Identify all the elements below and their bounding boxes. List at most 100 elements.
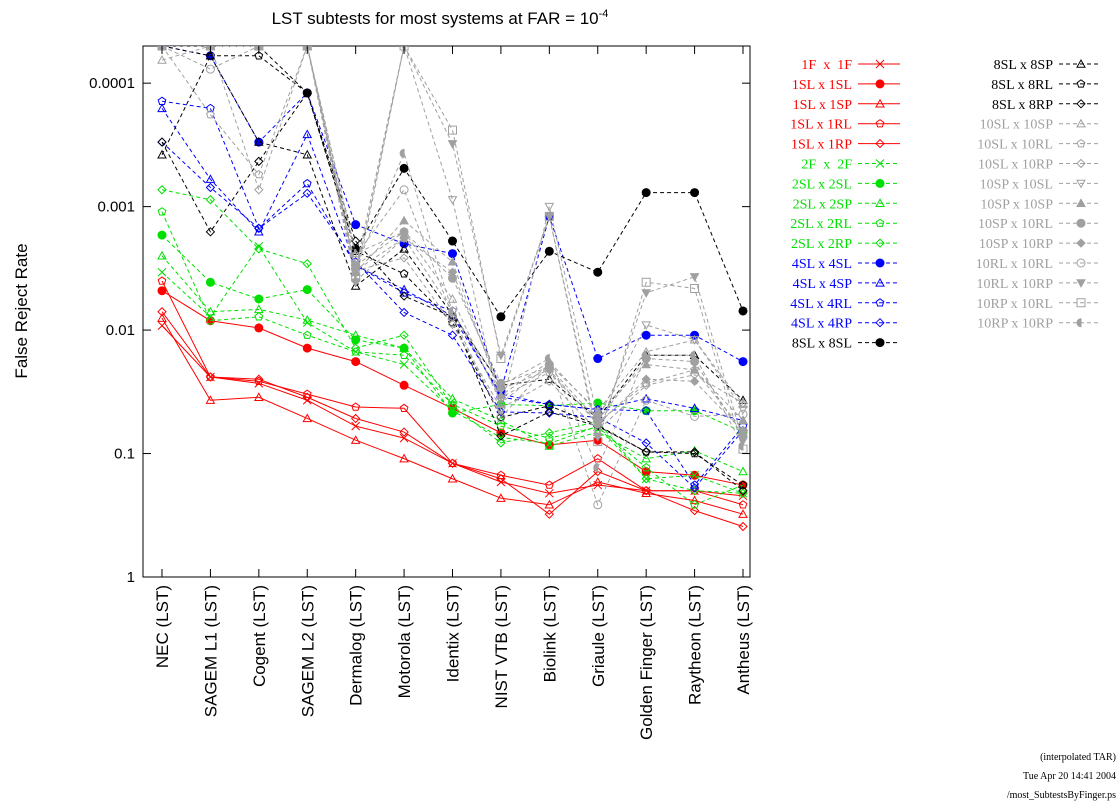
marker <box>496 474 506 484</box>
marker <box>496 421 506 430</box>
marker <box>302 315 313 324</box>
y-tick-label: 1 <box>127 569 135 586</box>
marker <box>875 98 885 108</box>
marker <box>875 138 885 149</box>
marker <box>544 212 555 222</box>
legend-label: 10SP x 10SL <box>980 177 1053 192</box>
marker <box>302 129 313 139</box>
marker <box>738 480 748 489</box>
marker <box>641 289 652 298</box>
x-tick-label: Cogent (LST) <box>250 585 269 687</box>
marker <box>157 313 167 322</box>
marker <box>689 403 700 412</box>
series-line <box>161 46 744 412</box>
chart-title: LST subtests for most systems at FAR = 1… <box>272 8 609 28</box>
marker <box>447 256 458 266</box>
marker <box>738 415 748 425</box>
marker <box>399 163 409 173</box>
marker <box>254 51 264 60</box>
marker <box>350 236 361 246</box>
marker <box>206 316 215 325</box>
marker <box>641 447 651 456</box>
footer-note: /most_SubtestsByFinger.ps <box>1007 790 1116 801</box>
marker <box>496 407 506 416</box>
marker <box>399 380 409 390</box>
marker <box>254 223 264 234</box>
marker <box>689 376 700 387</box>
marker <box>302 88 312 98</box>
marker <box>875 317 885 328</box>
x-tick-label: Griaule (LST) <box>589 585 608 687</box>
series-line <box>162 46 744 421</box>
legend-label: 4SL x 4SL <box>792 257 852 272</box>
marker <box>350 281 361 290</box>
marker <box>302 343 312 353</box>
marker <box>690 283 700 293</box>
marker <box>1076 118 1086 128</box>
marker <box>205 277 215 287</box>
legend-label: 10SP x 10RL <box>978 217 1053 232</box>
marker <box>1076 298 1086 308</box>
marker <box>399 215 409 225</box>
marker <box>738 405 748 415</box>
marker <box>350 435 361 444</box>
marker <box>592 476 603 486</box>
marker <box>641 350 647 360</box>
marker <box>738 500 748 509</box>
marker <box>399 350 409 360</box>
marker <box>738 466 748 476</box>
x-tick-label: Raytheon (LST) <box>686 585 705 705</box>
marker <box>875 119 885 128</box>
marker <box>690 470 699 480</box>
marker <box>690 448 699 458</box>
marker <box>738 441 744 451</box>
legend-label: 4SL x 4RL <box>790 297 852 312</box>
marker <box>875 178 885 188</box>
marker <box>254 374 264 384</box>
marker <box>738 491 748 501</box>
marker <box>447 473 458 483</box>
legend-label: 10RL x 10RL <box>976 257 1053 272</box>
marker <box>157 46 163 51</box>
marker <box>157 276 167 285</box>
marker <box>447 319 458 330</box>
marker <box>544 488 554 498</box>
marker <box>254 312 264 321</box>
y-tick-label: 0.001 <box>97 199 135 216</box>
marker <box>544 376 555 387</box>
marker <box>399 360 409 369</box>
y-axis-label: False Reject Rate <box>12 243 31 378</box>
marker <box>350 343 361 353</box>
marker <box>205 46 211 51</box>
marker <box>641 374 651 384</box>
marker <box>205 227 216 237</box>
marker <box>1076 218 1086 228</box>
series-line <box>162 46 744 432</box>
legend-label: 2SL x 2SL <box>792 177 852 192</box>
marker <box>447 458 458 469</box>
marker <box>302 413 313 423</box>
series-line <box>161 211 744 506</box>
legend-label: 8SL x 8SL <box>792 337 852 352</box>
marker <box>302 88 312 97</box>
marker <box>1076 258 1086 268</box>
marker <box>205 372 216 382</box>
legend-label: 8SL x 8RL <box>991 78 1053 93</box>
x-tick-label: Dermalog (LST) <box>347 585 366 706</box>
marker <box>689 336 700 345</box>
marker <box>689 273 700 282</box>
marker <box>351 262 357 272</box>
marker <box>448 307 453 317</box>
marker <box>544 433 554 442</box>
marker <box>593 463 599 473</box>
series-line <box>161 100 744 486</box>
marker <box>399 427 409 437</box>
legend-label: 10SP x 10RP <box>979 237 1053 252</box>
legend-label: 2SL x 2RL <box>790 217 852 232</box>
marker <box>641 330 651 340</box>
legend-label: 10SP x 10SP <box>980 197 1053 212</box>
marker <box>351 347 361 356</box>
marker <box>1076 158 1086 169</box>
marker <box>641 321 652 331</box>
x-tick-label: Motorola (LST) <box>395 585 414 698</box>
